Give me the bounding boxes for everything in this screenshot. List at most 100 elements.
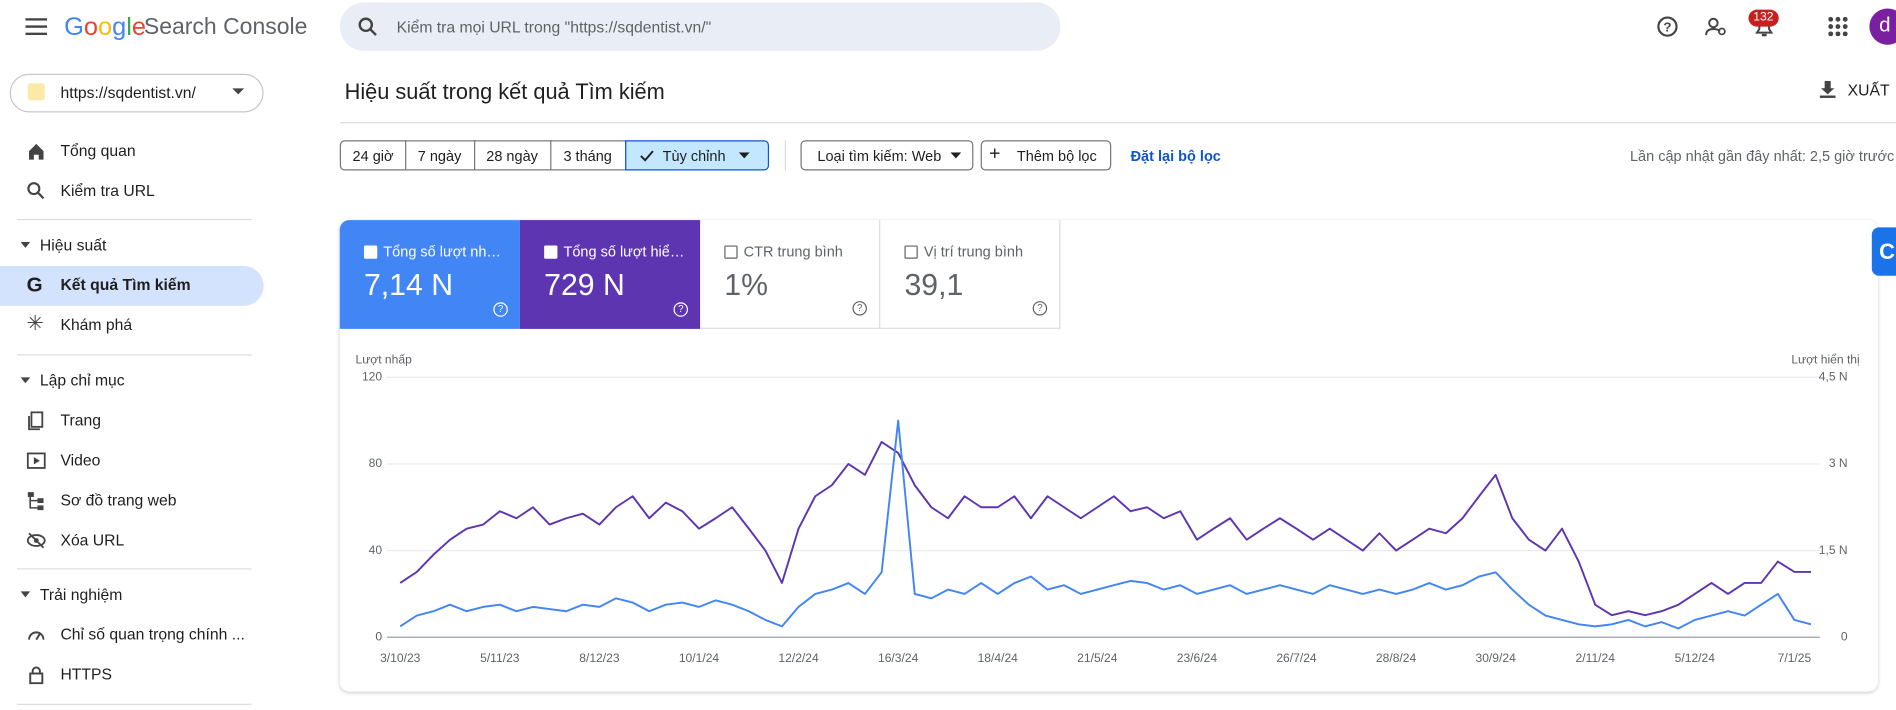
help-icon[interactable]: ?: [1657, 16, 1679, 38]
check-icon: [640, 150, 654, 162]
x-tick-label: 12/2/24: [778, 651, 819, 665]
date-range-button[interactable]: 24 giờ: [339, 140, 407, 171]
nav-heading[interactable]: Lập chỉ mục: [39, 371, 125, 390]
side-widget[interactable]: C: [1871, 227, 1896, 276]
vitals-icon: [28, 631, 45, 641]
x-tick-label: 5/11/23: [480, 651, 520, 665]
nav-item[interactable]: Video: [60, 451, 101, 470]
x-tick-label: 5/12/24: [1675, 651, 1716, 665]
help-icon[interactable]: ?: [1032, 301, 1048, 316]
help-icon[interactable]: ?: [852, 301, 867, 316]
caret: [20, 241, 31, 248]
download-icon[interactable]: [1819, 81, 1836, 98]
nav-item[interactable]: Xóa URL: [60, 530, 125, 549]
date-range-button[interactable]: 28 ngày: [473, 140, 552, 171]
search-type-button[interactable]: Loại tìm kiếm: Web: [800, 140, 974, 171]
y2-tick-label: 0: [1841, 629, 1848, 643]
checkbox: [904, 245, 918, 259]
metric-card[interactable]: Vị trí trung bình 39,1?: [880, 220, 1061, 329]
y2-axis-title: Lượt hiển thị: [1791, 353, 1859, 367]
metric-value: 7,14 N: [363, 268, 454, 303]
lock-icon: [29, 666, 44, 685]
apps-icon[interactable]: [1828, 16, 1848, 37]
logo[interactable]: Google: [64, 13, 147, 42]
x-tick-label: 28/8/24: [1376, 651, 1417, 665]
metric-label: Tổng số lượt hiể…: [563, 243, 685, 260]
series-line: [399, 419, 1812, 630]
nav-item[interactable]: HTTPS: [60, 665, 113, 684]
nav-item[interactable]: Kết quả Tìm kiếm: [60, 275, 191, 294]
metric-label: Vị trí trung bình: [923, 243, 1024, 260]
x-tick-label: 18/4/24: [978, 651, 1019, 665]
x-tick-label: 8/12/23: [579, 651, 620, 665]
nav-item[interactable]: Khám phá: [60, 315, 133, 334]
product-name: Search Console: [143, 14, 308, 40]
users-icon[interactable]: [1705, 16, 1727, 38]
property-url: https://sqdentist.vn/: [60, 83, 196, 102]
search-icon: [358, 17, 377, 36]
metric-value: 1%: [724, 268, 768, 303]
search-icon: [27, 182, 45, 200]
metric-label: Tổng số lượt nh…: [383, 243, 501, 260]
date-range-button[interactable]: 7 ngày: [405, 140, 476, 171]
avatar[interactable]: d: [1869, 8, 1896, 45]
menu-icon[interactable]: [25, 18, 48, 36]
nav-item[interactable]: Trang: [60, 411, 101, 430]
add-filter-button[interactable]: Thêm bộ lọc: [980, 140, 1112, 171]
divider: [784, 140, 786, 171]
divider: [16, 568, 252, 570]
discover-icon: ✳: [26, 311, 44, 335]
notification-badge: 132: [1748, 9, 1779, 27]
pages-icon: [28, 411, 44, 431]
export-button[interactable]: XUẤT: [1847, 81, 1890, 100]
help-icon[interactable]: ?: [673, 302, 689, 317]
x-tick-label: 26/7/24: [1276, 651, 1317, 665]
nav-heading[interactable]: Hiệu suất: [39, 235, 107, 254]
property-selector[interactable]: [9, 73, 264, 113]
google-icon: G: [26, 273, 43, 297]
y-tick-label: 120: [362, 369, 382, 383]
series-line: [399, 440, 1811, 617]
x-tick-label: 16/3/24: [878, 651, 919, 665]
plus-icon: +: [989, 143, 1001, 165]
divider: [16, 354, 252, 356]
metric-card[interactable]: Tổng số lượt nh… 7,14 N?: [339, 220, 520, 329]
search-placeholder: Kiểm tra mọi URL trong "https://sqdentis…: [396, 18, 712, 37]
x-tick-label: 10/1/24: [679, 651, 720, 665]
x-tick-label: 23/6/24: [1177, 651, 1218, 665]
y-tick-label: 80: [369, 456, 383, 470]
page-title: Hiệu suất trong kết quả Tìm kiếm: [344, 79, 665, 104]
remove-url-icon: [26, 532, 46, 549]
home-icon: [29, 143, 44, 160]
nav-item[interactable]: Sơ đồ trang web: [60, 490, 177, 510]
last-updated: Lần cập nhật gần đây nhất: 2,5 giờ trước: [1629, 147, 1895, 165]
metric-card[interactable]: CTR trung bình 1%?: [700, 220, 881, 329]
x-tick-label: 2/11/24: [1576, 651, 1616, 665]
date-range-label: Tùy chỉnh: [662, 147, 726, 165]
metric-label: CTR trung bình: [743, 243, 843, 260]
nav-heading[interactable]: Trải nghiệm: [39, 585, 123, 604]
metric-card[interactable]: Tổng số lượt hiể… 729 N?: [519, 220, 701, 329]
svg-text:?: ?: [1663, 19, 1671, 34]
dropdown-arrow: [950, 152, 962, 159]
search-bar[interactable]: [339, 2, 1061, 51]
nav-item[interactable]: Chỉ số quan trọng chính ...: [60, 625, 245, 644]
checkbox: [724, 245, 738, 259]
reset-filters-link[interactable]: Đặt lại bộ lọc: [1130, 147, 1221, 165]
nav-item[interactable]: Kiểm tra URL: [60, 181, 155, 200]
y2-tick-label: 3 N: [1829, 456, 1848, 470]
metric-value: 729 N: [544, 268, 625, 303]
x-tick-label: 30/9/24: [1476, 651, 1517, 665]
metric-value: 39,1: [904, 268, 964, 303]
help-icon[interactable]: ?: [493, 302, 508, 317]
checkbox-checked: [363, 245, 378, 259]
divider: [339, 122, 1896, 124]
sitemap-icon: [27, 492, 44, 511]
y2-tick-label: 4,5 N: [1819, 369, 1848, 383]
caret: [20, 591, 31, 598]
dropdown-arrow: [232, 88, 245, 95]
nav-item[interactable]: Tổng quan: [60, 141, 136, 160]
